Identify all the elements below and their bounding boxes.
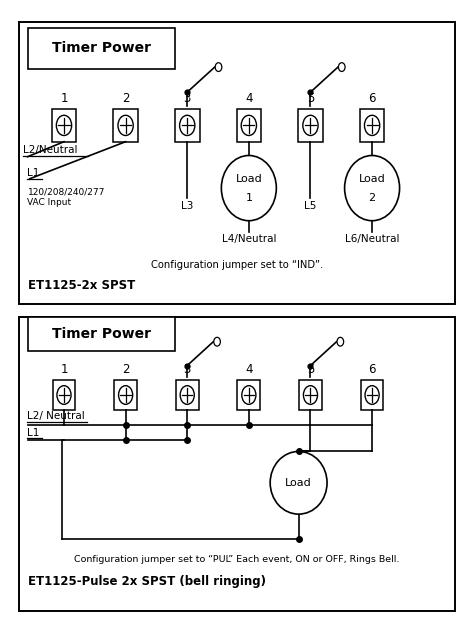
Text: VAC Input: VAC Input — [27, 198, 72, 206]
FancyBboxPatch shape — [19, 317, 455, 611]
FancyBboxPatch shape — [19, 22, 455, 304]
Ellipse shape — [221, 155, 276, 221]
Text: 1: 1 — [60, 362, 68, 376]
Text: 5: 5 — [307, 362, 314, 376]
FancyBboxPatch shape — [299, 380, 322, 410]
FancyBboxPatch shape — [237, 380, 260, 410]
Circle shape — [180, 115, 195, 135]
Text: L2/ Neutral: L2/ Neutral — [27, 411, 85, 421]
Circle shape — [303, 386, 318, 404]
FancyBboxPatch shape — [360, 109, 384, 142]
Text: 4: 4 — [245, 92, 253, 105]
Text: Timer Power: Timer Power — [53, 41, 151, 55]
Text: L4/Neutral: L4/Neutral — [222, 234, 276, 245]
Circle shape — [303, 115, 318, 135]
Circle shape — [214, 337, 220, 346]
Circle shape — [215, 63, 222, 71]
Text: 120/208/240/277: 120/208/240/277 — [27, 187, 105, 196]
Text: 2: 2 — [368, 193, 376, 203]
Text: Timer Power: Timer Power — [53, 327, 151, 340]
Text: Configuration jumper set to “IND”.: Configuration jumper set to “IND”. — [151, 260, 323, 270]
FancyBboxPatch shape — [114, 380, 137, 410]
Text: 3: 3 — [183, 362, 191, 376]
Text: 6: 6 — [368, 92, 376, 105]
FancyBboxPatch shape — [175, 109, 200, 142]
Text: L3: L3 — [181, 201, 193, 211]
Text: L6/Neutral: L6/Neutral — [345, 234, 399, 245]
FancyBboxPatch shape — [237, 109, 261, 142]
FancyBboxPatch shape — [298, 109, 323, 142]
Circle shape — [338, 63, 345, 71]
Text: 6: 6 — [368, 362, 376, 376]
Circle shape — [57, 386, 71, 404]
Text: 2: 2 — [122, 92, 129, 105]
Text: 3: 3 — [183, 92, 191, 105]
Text: L1: L1 — [27, 428, 40, 438]
Text: 1: 1 — [60, 92, 68, 105]
FancyBboxPatch shape — [28, 317, 175, 351]
Circle shape — [180, 386, 194, 404]
Circle shape — [365, 386, 379, 404]
FancyBboxPatch shape — [176, 380, 199, 410]
Text: 5: 5 — [307, 92, 314, 105]
Circle shape — [118, 386, 133, 404]
Ellipse shape — [270, 451, 327, 514]
FancyBboxPatch shape — [53, 380, 75, 410]
FancyBboxPatch shape — [28, 28, 175, 69]
Text: 4: 4 — [245, 362, 253, 376]
Text: L5: L5 — [304, 201, 317, 211]
FancyBboxPatch shape — [52, 109, 76, 142]
Text: Load: Load — [236, 174, 262, 184]
FancyBboxPatch shape — [361, 380, 383, 410]
Ellipse shape — [345, 155, 400, 221]
Text: 2: 2 — [122, 362, 129, 376]
FancyBboxPatch shape — [113, 109, 138, 142]
Text: L1: L1 — [27, 168, 40, 178]
Circle shape — [337, 337, 344, 346]
Text: ET1125-Pulse 2x SPST (bell ringing): ET1125-Pulse 2x SPST (bell ringing) — [28, 575, 266, 587]
Text: Load: Load — [359, 174, 385, 184]
Text: Load: Load — [285, 478, 312, 488]
Text: ET1125-2x SPST: ET1125-2x SPST — [28, 279, 136, 292]
Circle shape — [241, 115, 256, 135]
Text: Configuration jumper set to “PUL” Each event, ON or OFF, Rings Bell.: Configuration jumper set to “PUL” Each e… — [74, 555, 400, 564]
Text: 1: 1 — [246, 193, 252, 203]
Circle shape — [242, 386, 256, 404]
Text: L2/Neutral: L2/Neutral — [23, 145, 77, 155]
Circle shape — [118, 115, 133, 135]
Circle shape — [56, 115, 72, 135]
Circle shape — [365, 115, 380, 135]
